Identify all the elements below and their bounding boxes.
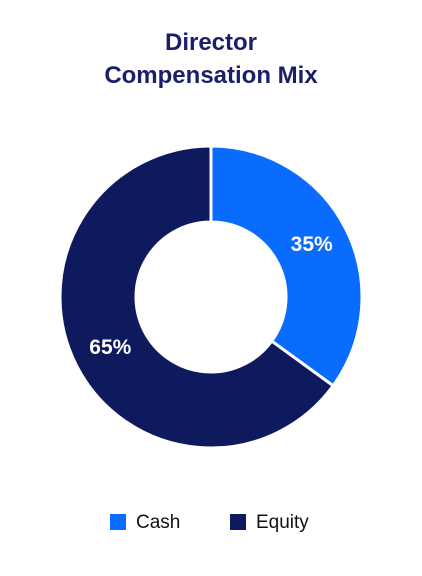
legend-label: Cash — [136, 512, 180, 533]
donut-slice — [209, 144, 364, 388]
legend-label: Equity — [256, 512, 309, 533]
donut-slice — [58, 144, 336, 450]
chart-title: Director Compensation Mix — [104, 29, 318, 89]
data-label: 65% — [89, 336, 131, 359]
data-label: 35% — [291, 233, 333, 256]
legend-swatch — [110, 514, 126, 530]
legend-swatch — [230, 514, 246, 530]
